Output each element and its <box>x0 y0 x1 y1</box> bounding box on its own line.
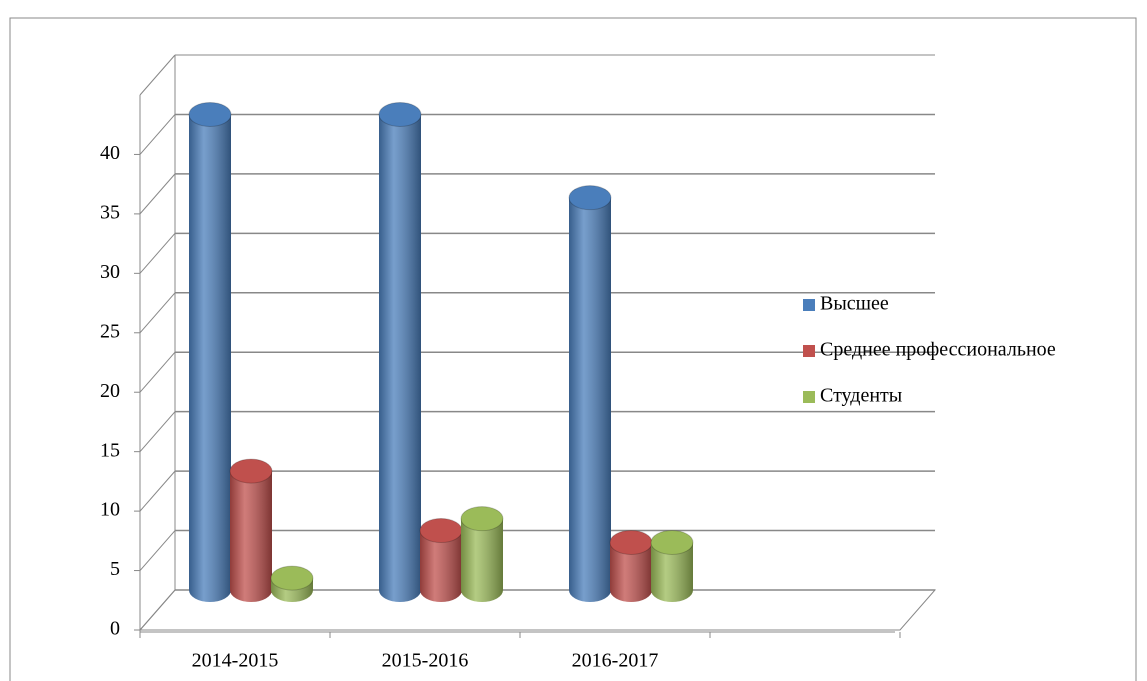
cylinder-shade <box>420 530 462 602</box>
cylinder-shade <box>189 114 231 602</box>
cylinder <box>568 185 612 602</box>
y-tick-label: 0 <box>110 618 120 640</box>
cylinder <box>419 518 463 602</box>
side-grid-line <box>139 292 176 334</box>
y-tick-label: 10 <box>100 499 120 521</box>
x-tick-label: 2014-2015 <box>192 650 279 672</box>
chart-frame <box>9 17 1137 681</box>
cylinder <box>460 506 504 602</box>
side-grid-line <box>139 233 176 274</box>
side-grid-line <box>139 173 176 215</box>
y-tick-label: 35 <box>100 201 120 223</box>
side-grid-line <box>139 470 176 512</box>
legend-label: Студенты <box>820 385 902 407</box>
cylinder-top <box>270 565 314 591</box>
legend-label: Среднее профессиональное <box>820 339 1056 361</box>
side-grid-line <box>139 530 176 571</box>
y-tick-label: 20 <box>100 380 120 402</box>
y-tick-label: 40 <box>100 142 120 164</box>
legend-swatch <box>803 299 815 311</box>
legend-label: Высшее <box>820 293 889 315</box>
cylinder-top <box>229 458 273 484</box>
cylinder-top <box>650 529 694 555</box>
legend-swatch <box>803 391 815 403</box>
side-grid-line <box>139 351 176 393</box>
cylinder-shade <box>230 471 272 602</box>
cylinder <box>609 529 653 602</box>
cylinder <box>188 101 232 602</box>
cylinder <box>270 565 314 602</box>
cylinder-shade <box>610 542 652 602</box>
cylinder-top <box>460 506 504 532</box>
y-tick-label: 15 <box>100 439 120 461</box>
cylinder-shade <box>379 114 421 602</box>
cylinder-top <box>188 101 232 127</box>
x-tick-label: 2015-2016 <box>382 650 469 672</box>
cylinder-top <box>609 529 653 555</box>
cylinder-top <box>568 185 612 211</box>
y-tick-label: 5 <box>110 558 120 580</box>
cylinder <box>229 458 273 602</box>
y-tick-label: 30 <box>100 261 120 283</box>
cylinder-top <box>419 518 463 544</box>
x-tick-label: 2016-2017 <box>572 650 659 672</box>
cylinder-top <box>378 101 422 127</box>
cylinder-shade <box>569 197 611 602</box>
side-wall-top <box>139 54 176 96</box>
side-grid-line <box>139 411 176 452</box>
cylinder-shade <box>461 518 503 602</box>
cylinder-shade <box>651 542 693 602</box>
side-grid-line <box>139 114 176 155</box>
legend-swatch <box>803 345 815 357</box>
cylinder <box>378 101 422 602</box>
y-tick-label: 25 <box>100 320 120 342</box>
cylinder <box>650 529 694 602</box>
side-grid-line <box>139 589 176 631</box>
